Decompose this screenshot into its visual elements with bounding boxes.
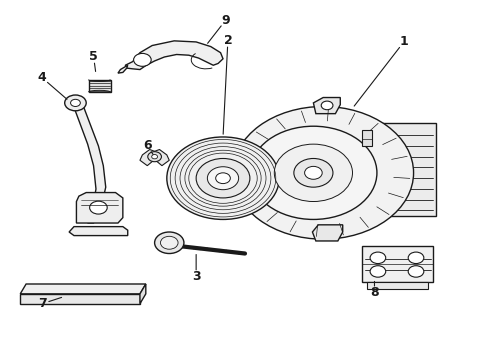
Polygon shape xyxy=(69,226,128,235)
Circle shape xyxy=(233,107,414,239)
Circle shape xyxy=(370,266,386,277)
Polygon shape xyxy=(125,41,223,69)
Polygon shape xyxy=(155,149,169,166)
Circle shape xyxy=(196,158,250,198)
Circle shape xyxy=(167,137,279,220)
Circle shape xyxy=(65,95,86,111)
Polygon shape xyxy=(118,65,128,73)
Text: 4: 4 xyxy=(38,71,47,84)
Polygon shape xyxy=(362,130,372,146)
Circle shape xyxy=(408,252,424,264)
Text: 6: 6 xyxy=(143,139,151,152)
Circle shape xyxy=(148,152,161,162)
Polygon shape xyxy=(89,80,111,92)
Text: 7: 7 xyxy=(38,297,47,310)
Text: 3: 3 xyxy=(192,270,200,283)
Text: 5: 5 xyxy=(89,50,98,63)
Circle shape xyxy=(370,252,386,264)
Polygon shape xyxy=(140,149,155,166)
Circle shape xyxy=(155,232,184,253)
Circle shape xyxy=(207,167,239,190)
Circle shape xyxy=(160,236,178,249)
Circle shape xyxy=(274,144,352,202)
Text: 2: 2 xyxy=(223,33,232,47)
Polygon shape xyxy=(76,193,123,223)
Polygon shape xyxy=(362,246,433,282)
Polygon shape xyxy=(140,284,146,304)
Text: 9: 9 xyxy=(221,14,230,27)
Polygon shape xyxy=(20,284,146,294)
Circle shape xyxy=(152,154,158,159)
Circle shape xyxy=(408,266,424,277)
Circle shape xyxy=(134,53,151,66)
Polygon shape xyxy=(367,282,428,289)
Circle shape xyxy=(294,158,333,187)
Circle shape xyxy=(305,166,322,179)
Circle shape xyxy=(90,201,107,214)
Polygon shape xyxy=(314,98,340,114)
Circle shape xyxy=(71,99,80,107)
Polygon shape xyxy=(71,101,106,223)
Text: 8: 8 xyxy=(370,287,379,300)
Circle shape xyxy=(321,101,333,110)
Circle shape xyxy=(216,173,230,184)
Text: 1: 1 xyxy=(399,35,408,49)
Polygon shape xyxy=(20,294,140,304)
Polygon shape xyxy=(367,123,436,216)
Polygon shape xyxy=(313,225,343,241)
Circle shape xyxy=(250,126,377,220)
